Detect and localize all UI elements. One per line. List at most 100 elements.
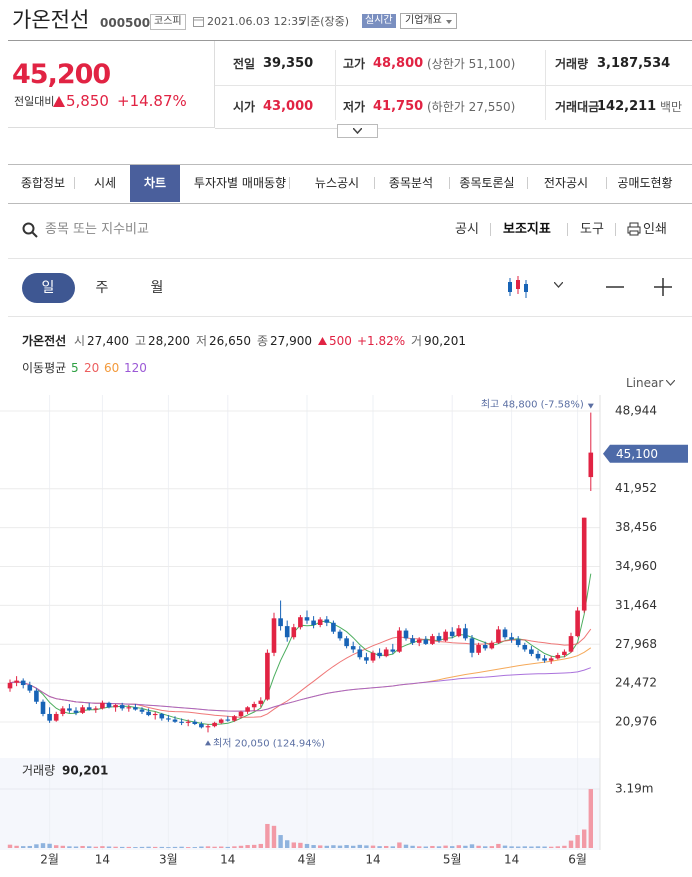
volume-bar [166, 847, 171, 848]
tab[interactable]: 시세 [93, 176, 117, 190]
volume-bar [529, 846, 534, 848]
candle-body [152, 713, 158, 716]
candle-body [73, 710, 79, 713]
volume-tick-label: 3.19m [615, 782, 653, 796]
volume-bar [463, 845, 468, 848]
tab[interactable]: 종목토론실 [459, 176, 515, 190]
stat-label: 거래대금 [555, 100, 600, 114]
volume-bar [370, 845, 376, 848]
period[interactable]: 일 [41, 280, 55, 296]
info-label: 저 [196, 334, 208, 348]
change: 5,850 [66, 92, 109, 110]
divider [335, 50, 336, 120]
candle-body [502, 629, 508, 638]
stat-value: 39,350 [263, 56, 314, 71]
candle-body [337, 631, 343, 639]
volume-bar [186, 847, 191, 848]
volume-bar [87, 846, 92, 848]
candle-body [126, 707, 132, 709]
volume-bar [476, 845, 481, 848]
period[interactable]: 월 [150, 280, 164, 296]
volume-bar [291, 842, 296, 848]
active-tab-bg[interactable] [130, 165, 180, 202]
candle-body [548, 658, 554, 661]
tab[interactable]: 종합정보 [20, 176, 66, 190]
tab[interactable]: 뉴스공시 [314, 176, 360, 190]
ma-period: 120 [124, 361, 147, 375]
y-tick-label: 48,944 [615, 403, 657, 417]
candle-body [185, 721, 191, 723]
y-tick-label: 38,456 [615, 520, 657, 534]
tab[interactable]: 투자자별 매매동향 [193, 176, 287, 190]
volume-bar [469, 844, 475, 848]
volume-bar [159, 846, 164, 848]
tab[interactable]: 차트 [143, 176, 167, 190]
scale-caret[interactable] [666, 380, 675, 386]
candle-body [251, 703, 257, 708]
period[interactable]: 주 [95, 280, 109, 296]
candle-body [27, 685, 33, 691]
volume-bar [67, 846, 72, 848]
candle-type-icon[interactable] [506, 276, 530, 298]
stat-extra: (상한가 51,100) [427, 57, 516, 71]
change-label: 전일대비 [14, 95, 55, 108]
candle-body [317, 619, 323, 625]
scale-label[interactable]: Linear [626, 376, 664, 390]
candle-body [357, 649, 363, 658]
active-period-bg[interactable] [22, 273, 75, 303]
zoom-out-button[interactable] [606, 278, 624, 296]
tool-button[interactable]: 공시 [455, 222, 479, 237]
market-badge: 코스피 [150, 14, 186, 30]
up-arrow [53, 96, 65, 107]
volume-bar [126, 846, 131, 848]
volume-bar [417, 846, 422, 848]
candle-body [212, 722, 217, 727]
search-icon [22, 222, 38, 238]
candle-body [390, 649, 396, 652]
candle-body [47, 713, 52, 721]
company-info-button[interactable]: 기업개요 [400, 13, 457, 29]
volume-bar [568, 840, 574, 848]
candle-type-caret[interactable] [554, 282, 563, 288]
candle-body [529, 649, 534, 654]
candle-body [476, 645, 481, 653]
volume-bar [73, 846, 79, 848]
candle-body [172, 719, 178, 722]
zoom-in-button[interactable] [654, 278, 672, 296]
volume-bar [225, 846, 230, 848]
stat-label: 거래량 [555, 57, 589, 71]
tab[interactable]: 종목분석 [388, 176, 434, 190]
tool-button[interactable]: 보조지표 [503, 222, 551, 237]
volume-bar [575, 835, 580, 848]
candle-body [34, 690, 39, 702]
candle-body [331, 622, 336, 632]
y-tick-label: 20,976 [615, 715, 657, 729]
tab[interactable]: 공매도현황 [617, 176, 673, 190]
candle-body [430, 636, 435, 644]
stat-label: 시가 [233, 100, 256, 114]
volume-bar [542, 846, 547, 848]
candle-body [284, 626, 290, 638]
tool-button[interactable]: 도구 [580, 222, 604, 237]
candle-body [562, 651, 567, 656]
candle-body [588, 452, 594, 478]
moving-average-line [9, 573, 592, 725]
tab[interactable]: 전자공시 [543, 176, 589, 190]
stat-value: 41,750 [373, 99, 424, 114]
tab-separator [526, 177, 528, 189]
expand-caret [353, 128, 362, 134]
search-placeholder[interactable]: 종목 또는 지수비교 [45, 222, 149, 237]
volume-bar [502, 845, 508, 848]
high-marker [587, 403, 594, 409]
candle-body [106, 702, 112, 708]
stat-label: 저가 [343, 100, 366, 114]
volume-bar [271, 825, 277, 848]
volume-bar [21, 846, 26, 848]
expand-button[interactable] [337, 124, 378, 138]
tool-button[interactable]: 인쇄 [643, 222, 667, 237]
x-tick-label: 14 [365, 853, 380, 867]
y-tick-label: 34,960 [615, 559, 657, 573]
volume-bar [238, 845, 244, 848]
candle-body [581, 517, 587, 611]
x-tick-label: 2월 [40, 853, 59, 867]
